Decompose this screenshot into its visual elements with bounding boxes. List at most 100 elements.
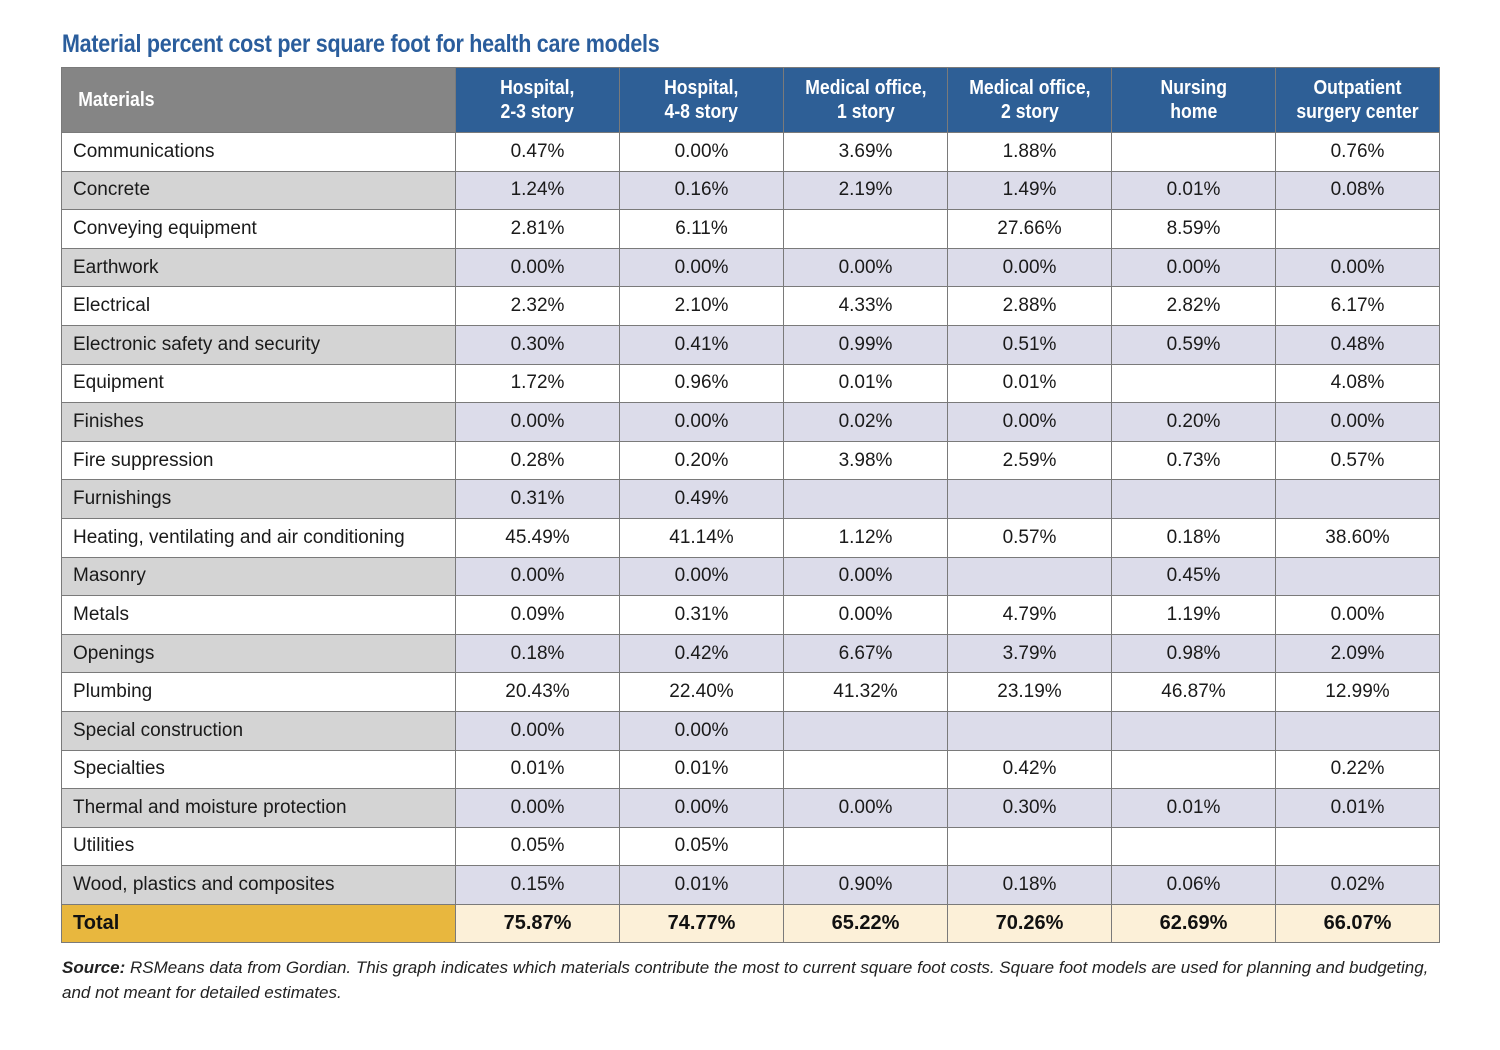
value-cell-hosp23: 0.00%	[455, 247, 620, 288]
column-header-line: surgery center	[1296, 101, 1419, 123]
value-cell-nursing: 0.73%	[1111, 440, 1276, 481]
column-header-hosp23: Hospital, 2-3 story	[455, 67, 620, 133]
column-header-line: Materials	[78, 89, 155, 111]
table-row: Utilities 0.05% 0.05%	[61, 826, 1440, 867]
value-cell-nursing: 0.00%	[1111, 247, 1276, 288]
total-value-cell-nursing: 62.69%	[1111, 903, 1276, 944]
value-cell-outpatient: 0.02%	[1275, 865, 1440, 905]
material-name-cell: Metals	[61, 595, 456, 635]
value-cell-outpatient: 12.99%	[1275, 672, 1440, 712]
value-cell-med1: 0.00%	[783, 595, 948, 635]
value-cell-med2: 1.88%	[947, 132, 1112, 172]
material-name-cell: Special construction	[61, 710, 456, 751]
value-cell-med2: 27.66%	[947, 209, 1112, 249]
material-name-cell: Communications	[61, 132, 456, 172]
table-row: Equipment 1.72% 0.96% 0.01% 0.01% 4.08%	[61, 363, 1440, 404]
column-header-line: 2 story	[1000, 101, 1059, 123]
value-cell-hosp48: 0.41%	[619, 324, 784, 365]
value-cell-nursing: 0.01%	[1111, 788, 1276, 828]
material-name-cell: Conveying equipment	[61, 209, 456, 249]
value-cell-hosp23: 0.00%	[455, 710, 620, 751]
value-cell-nursing: 1.19%	[1111, 595, 1276, 635]
table-row: Special construction 0.00% 0.00%	[61, 710, 1440, 751]
value-cell-med2: 0.18%	[947, 865, 1112, 905]
value-cell-med2	[947, 710, 1112, 751]
column-header-line: Outpatient	[1313, 77, 1402, 99]
value-cell-med2	[947, 479, 1112, 519]
value-cell-med2: 4.79%	[947, 595, 1112, 635]
value-cell-med1: 2.19%	[783, 170, 948, 211]
table-row: Earthwork 0.00% 0.00% 0.00% 0.00% 0.00% 0.00%	[61, 247, 1440, 288]
value-cell-hosp48: 0.42%	[619, 633, 784, 674]
column-header-med1: Medical office, 1 story	[783, 67, 948, 133]
value-cell-med1: 0.00%	[783, 247, 948, 288]
material-name-cell: Utilities	[61, 826, 456, 867]
value-cell-outpatient: 0.22%	[1275, 749, 1440, 790]
value-cell-outpatient	[1275, 710, 1440, 751]
total-value-cell-hosp23: 75.87%	[455, 903, 620, 944]
table-row: Masonry 0.00% 0.00% 0.00% 0.45%	[61, 556, 1440, 597]
table-row: Wood, plastics and composites 0.15% 0.01% 0…	[61, 865, 1440, 905]
value-cell-med2: 0.00%	[947, 247, 1112, 288]
value-cell-outpatient: 0.00%	[1275, 402, 1440, 442]
value-cell-hosp48: 0.01%	[619, 865, 784, 905]
value-cell-med2: 23.19%	[947, 672, 1112, 712]
value-cell-med1: 0.99%	[783, 324, 948, 365]
value-cell-hosp23: 0.00%	[455, 788, 620, 828]
value-cell-hosp23: 0.05%	[455, 826, 620, 867]
value-cell-med1: 0.01%	[783, 363, 948, 404]
value-cell-hosp23: 2.81%	[455, 209, 620, 249]
value-cell-nursing	[1111, 479, 1276, 519]
value-cell-outpatient: 0.01%	[1275, 788, 1440, 828]
value-cell-hosp23: 0.31%	[455, 479, 620, 519]
source-label: Source:	[62, 958, 126, 977]
value-cell-hosp48: 0.49%	[619, 479, 784, 519]
value-cell-hosp48: 2.10%	[619, 286, 784, 326]
value-cell-med1: 0.00%	[783, 556, 948, 597]
table-row: Communications 0.47% 0.00% 3.69% 1.88% 0.76%	[61, 132, 1440, 172]
value-cell-hosp23: 0.15%	[455, 865, 620, 905]
value-cell-med1	[783, 479, 948, 519]
value-cell-nursing: 0.01%	[1111, 170, 1276, 211]
column-header-hosp48: Hospital, 4-8 story	[619, 67, 784, 133]
table-row: Thermal and moisture protection 0.00% 0.00…	[61, 788, 1440, 828]
table-row: Finishes 0.00% 0.00% 0.02% 0.00% 0.20% 0.00%	[61, 402, 1440, 442]
material-name-cell: Finishes	[61, 402, 456, 442]
value-cell-nursing	[1111, 826, 1276, 867]
value-cell-nursing	[1111, 710, 1276, 751]
material-name-cell: Masonry	[61, 556, 456, 597]
table-body: Communications 0.47% 0.00% 3.69% 1.88% 0.76% C…	[61, 132, 1440, 905]
value-cell-hosp23: 0.18%	[455, 633, 620, 674]
value-cell-outpatient: 0.08%	[1275, 170, 1440, 211]
value-cell-hosp48: 0.00%	[619, 710, 784, 751]
value-cell-med1: 6.67%	[783, 633, 948, 674]
material-name-cell: Plumbing	[61, 672, 456, 712]
value-cell-med1: 0.00%	[783, 788, 948, 828]
material-name-cell: Openings	[61, 633, 456, 674]
material-name-cell: Equipment	[61, 363, 456, 404]
value-cell-med2: 1.49%	[947, 170, 1112, 211]
value-cell-hosp23: 0.47%	[455, 132, 620, 172]
table-row: Metals 0.09% 0.31% 0.00% 4.79% 1.19% 0.00%	[61, 595, 1440, 635]
table-row: Specialties 0.01% 0.01% 0.42% 0.22%	[61, 749, 1440, 790]
value-cell-med1	[783, 209, 948, 249]
value-cell-nursing	[1111, 749, 1276, 790]
column-header-nursing: Nursing home	[1111, 67, 1276, 133]
value-cell-med2: 2.88%	[947, 286, 1112, 326]
column-header-line: Medical office,	[804, 77, 927, 99]
value-cell-hosp23: 0.01%	[455, 749, 620, 790]
value-cell-hosp23: 0.00%	[455, 556, 620, 597]
value-cell-outpatient: 0.57%	[1275, 440, 1440, 481]
value-cell-hosp23: 1.24%	[455, 170, 620, 211]
value-cell-outpatient: 6.17%	[1275, 286, 1440, 326]
source-note: Source: RSMeans data from Gordian. This …	[62, 955, 1442, 1005]
total-value-cell-hosp48: 74.77%	[619, 903, 784, 944]
value-cell-nursing: 0.59%	[1111, 324, 1276, 365]
value-cell-med1: 4.33%	[783, 286, 948, 326]
value-cell-hosp48: 0.20%	[619, 440, 784, 481]
total-value-cell-med2: 70.26%	[947, 903, 1112, 944]
materials-cost-table: Materials Hospital, 2-3 story Hospital, 4-8 …	[61, 67, 1440, 944]
value-cell-outpatient	[1275, 209, 1440, 249]
material-name-cell: Fire suppression	[61, 440, 456, 481]
value-cell-outpatient: 2.09%	[1275, 633, 1440, 674]
